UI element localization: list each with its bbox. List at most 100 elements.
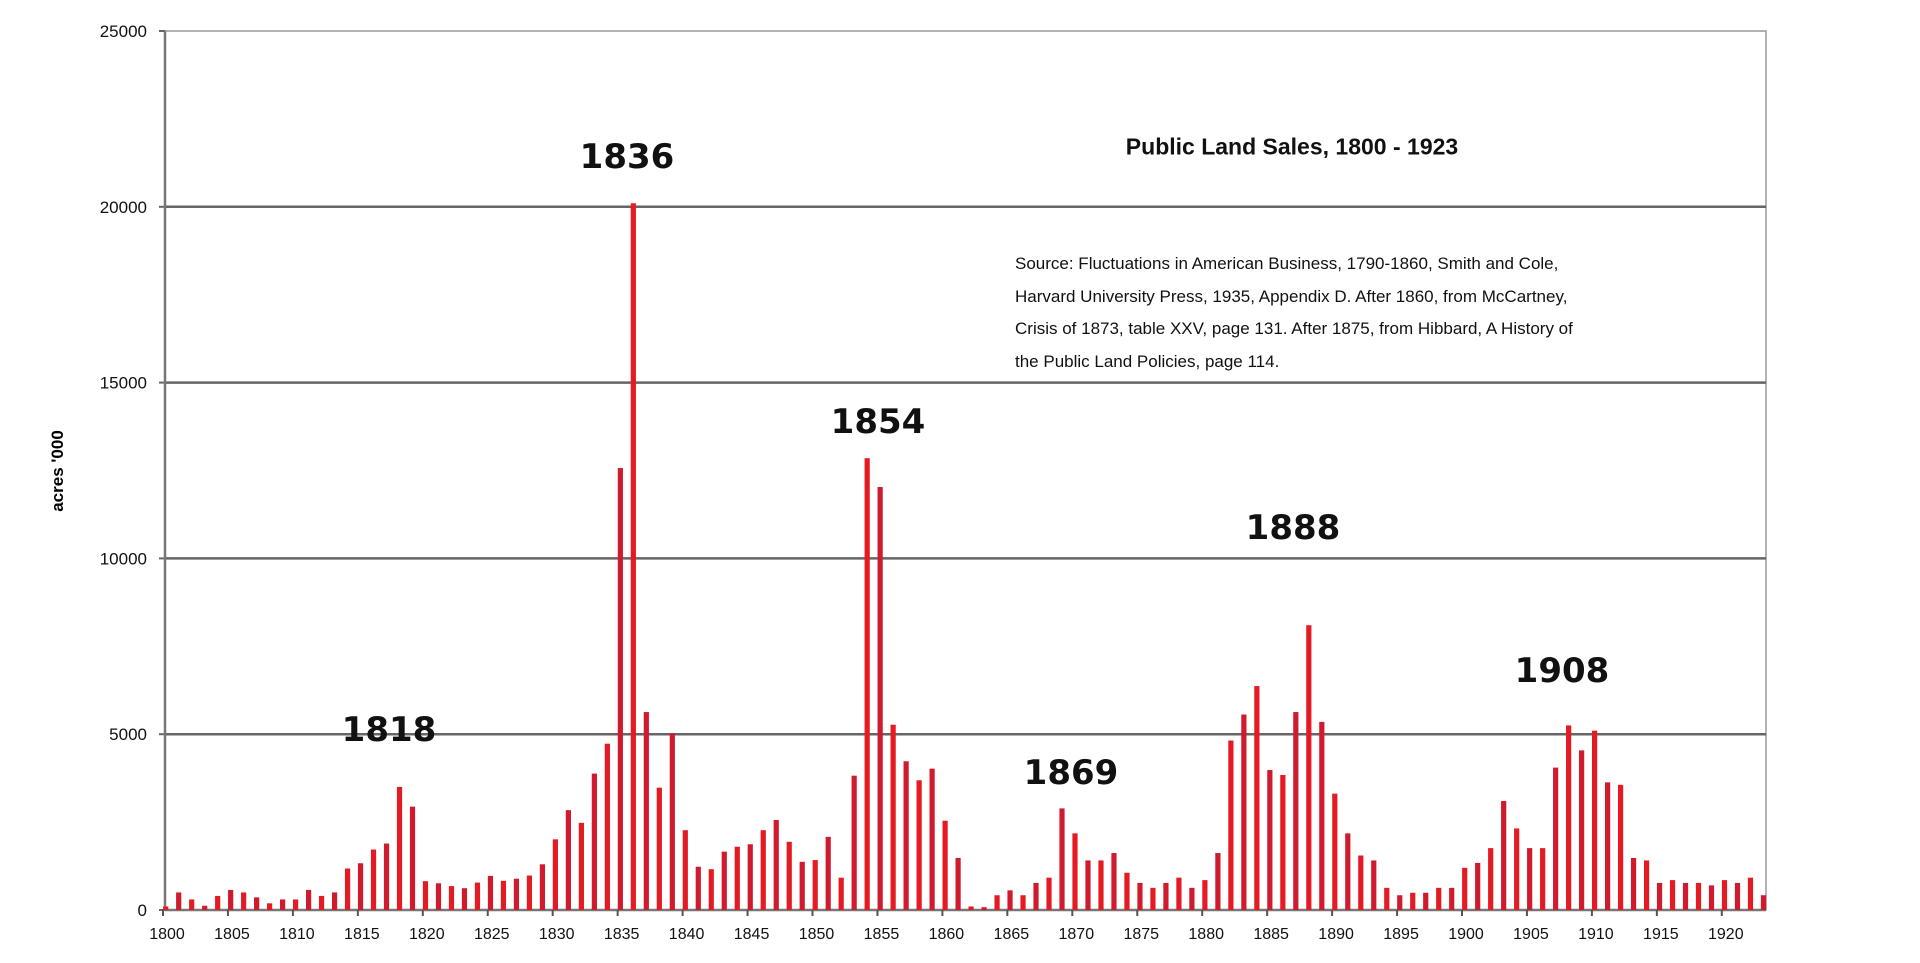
annotation-1818: 1818 <box>341 710 437 750</box>
bar-1908 <box>1566 725 1572 910</box>
bar-1834 <box>604 743 610 910</box>
x-tick-label: 1835 <box>604 926 640 943</box>
x-tick-label: 1855 <box>864 926 900 943</box>
bar-1914 <box>1643 860 1650 910</box>
bar-1822 <box>448 886 455 910</box>
bar-1848 <box>786 841 792 910</box>
annotation-1869: 1869 <box>1023 753 1119 793</box>
bar-1885 <box>1267 770 1273 910</box>
bar-1836 <box>630 203 636 910</box>
bar-1907 <box>1553 767 1559 910</box>
bar-1828 <box>526 875 533 910</box>
bar-1906 <box>1540 848 1546 910</box>
bar-1801 <box>176 892 182 910</box>
bar-1899 <box>1449 887 1455 910</box>
bar-1891 <box>1345 833 1351 910</box>
bar-1854 <box>864 458 870 910</box>
bar-1852 <box>838 877 844 910</box>
bar-1865 <box>1007 890 1013 910</box>
bar-1840 <box>682 830 688 910</box>
bar-1923 <box>1760 895 1767 910</box>
bar-1861 <box>955 857 961 910</box>
x-tick-label: 1830 <box>539 926 575 943</box>
bar-1845 <box>747 844 753 910</box>
x-tick-label: 1860 <box>929 926 965 943</box>
bar-1823 <box>461 888 468 910</box>
chart-title: Public Land Sales, 1800 - 1923 <box>1125 133 1459 160</box>
bar-1832 <box>578 822 584 910</box>
bar-1866 <box>1020 895 1026 910</box>
bar-1918 <box>1695 882 1702 910</box>
annotation-1836: 1836 <box>579 137 675 177</box>
bar-1879 <box>1189 887 1195 910</box>
x-tick-label: 1910 <box>1578 926 1614 943</box>
source-note: Source: Fluctuations in American Busines… <box>1015 248 1573 378</box>
y-tick-label: 0 <box>138 901 147 920</box>
bar-1903 <box>1501 801 1507 910</box>
bar-1882 <box>1228 740 1234 910</box>
x-tick-label: 1815 <box>344 926 380 943</box>
bar-1898 <box>1436 887 1442 910</box>
bar-1846 <box>760 830 766 910</box>
bar-1888 <box>1306 625 1312 910</box>
bar-1810 <box>293 899 299 910</box>
bar-1841 <box>695 866 701 910</box>
bar-1916 <box>1669 880 1676 910</box>
plot-area <box>164 30 1767 911</box>
bar-1890 <box>1332 793 1338 910</box>
x-tick-label: 1840 <box>669 926 705 943</box>
bar-1920 <box>1721 880 1728 910</box>
y-tick-label: 5000 <box>109 725 147 744</box>
source-line: Harvard University Press, 1935, Appendix… <box>1015 286 1568 306</box>
bar-1910 <box>1592 730 1598 910</box>
bar-1803 <box>202 905 208 910</box>
y-tick-label: 15000 <box>100 374 147 393</box>
bar-1864 <box>994 895 1000 910</box>
x-tick-label: 1800 <box>149 926 185 943</box>
y-tick-label: 25000 <box>100 22 147 41</box>
bar-1853 <box>851 775 857 910</box>
x-tick-label: 1850 <box>799 926 835 943</box>
bar-1873 <box>1111 853 1117 910</box>
bar-1837 <box>643 712 649 910</box>
bar-1867 <box>1033 882 1039 910</box>
bar-1922 <box>1747 877 1754 910</box>
bar-1858 <box>916 780 922 910</box>
x-tick-label: 1870 <box>1059 926 1095 943</box>
bar-1847 <box>773 819 779 910</box>
bar-1818 <box>396 786 403 910</box>
bar-1833 <box>591 773 597 910</box>
x-tick-label: 1885 <box>1253 926 1289 943</box>
bar-1859 <box>929 768 935 910</box>
bar-1804 <box>215 895 221 910</box>
y-axis-label: acres '000 <box>48 430 67 512</box>
bar-1811 <box>305 889 312 910</box>
bar-1900 <box>1462 867 1468 910</box>
bar-1921 <box>1734 882 1741 910</box>
bar-1802 <box>189 899 195 910</box>
bar-1808 <box>267 903 273 910</box>
bar-1863 <box>981 907 987 910</box>
bar-1807 <box>254 897 260 910</box>
x-tick-label: 1865 <box>994 926 1030 943</box>
y-tick-label: 20000 <box>100 198 147 217</box>
bar-1855 <box>877 487 883 910</box>
bar-1902 <box>1488 848 1494 910</box>
x-tick-label: 1845 <box>734 926 770 943</box>
bar-1827 <box>513 878 520 910</box>
bar-1844 <box>734 846 740 910</box>
bar-1856 <box>890 724 896 910</box>
bar-1800 <box>163 906 169 910</box>
bar-1831 <box>565 810 571 910</box>
bar-1806 <box>241 892 247 910</box>
bar-1835 <box>617 468 623 910</box>
annotation-1888: 1888 <box>1245 508 1341 548</box>
bar-1874 <box>1124 872 1130 910</box>
bar-1880 <box>1202 880 1208 910</box>
bar-1901 <box>1475 862 1481 910</box>
x-tick-label: 1900 <box>1448 926 1484 943</box>
bar-1819 <box>409 806 416 910</box>
x-tick-label: 1920 <box>1708 926 1744 943</box>
bar-1917 <box>1682 882 1689 910</box>
y-tick-label: 10000 <box>100 549 147 568</box>
